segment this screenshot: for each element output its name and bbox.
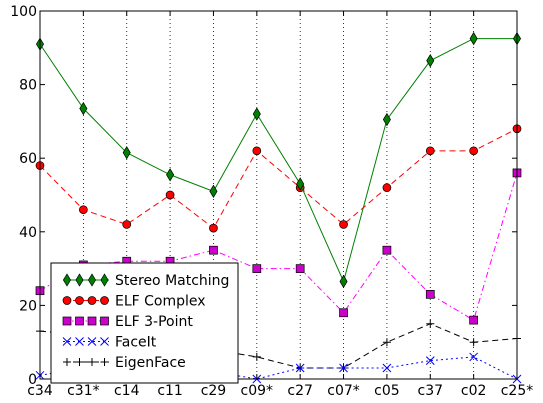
legend-swatch-marker bbox=[62, 273, 72, 287]
data-point bbox=[209, 223, 218, 233]
y-tick-label: 60 bbox=[19, 151, 37, 167]
legend-label: FaceIt bbox=[115, 335, 157, 351]
data-point bbox=[252, 264, 262, 273]
data-point bbox=[426, 53, 435, 68]
legend-swatch-marker bbox=[100, 358, 109, 366]
data-point bbox=[252, 107, 261, 121]
x-tick-label: c37 bbox=[418, 383, 444, 399]
data-point bbox=[425, 290, 435, 299]
legend-label: Stereo Matching bbox=[115, 273, 229, 289]
y-tick-label: 80 bbox=[19, 78, 37, 94]
y-tick-label: 0 bbox=[28, 372, 37, 388]
data-point bbox=[339, 220, 348, 229]
x-tick-label: c31* bbox=[67, 383, 100, 399]
data-point bbox=[382, 183, 392, 192]
legend-swatch-marker bbox=[63, 358, 71, 366]
legend-swatch-marker bbox=[100, 296, 109, 305]
x-tick-label: c25* bbox=[501, 383, 534, 399]
data-point bbox=[295, 264, 305, 273]
legend-swatch-marker bbox=[100, 273, 109, 287]
y-tick-label: 100 bbox=[10, 4, 37, 20]
data-point bbox=[382, 112, 391, 127]
x-tick-label: c14 bbox=[114, 383, 140, 399]
legend-label: ELF 3-Point bbox=[115, 314, 193, 330]
legend-swatch-marker bbox=[87, 316, 97, 326]
series-line bbox=[39, 128, 518, 229]
data-point bbox=[79, 205, 88, 215]
x-tick-label: c05 bbox=[374, 383, 400, 399]
legend-swatch-marker bbox=[87, 337, 97, 346]
legend-swatch-marker bbox=[87, 296, 97, 305]
data-point bbox=[425, 356, 435, 365]
data-point bbox=[339, 363, 348, 373]
legend-swatch-marker bbox=[75, 337, 84, 346]
data-point bbox=[469, 315, 478, 325]
data-point bbox=[469, 338, 478, 347]
plot-frame bbox=[39, 10, 518, 380]
data-point bbox=[209, 184, 218, 199]
data-point bbox=[469, 31, 478, 46]
data-point bbox=[122, 220, 132, 229]
data-point bbox=[166, 168, 175, 182]
x-tick-label: c34 bbox=[27, 383, 53, 399]
series-line bbox=[39, 172, 518, 321]
data-point bbox=[296, 177, 305, 191]
legend-swatch-marker bbox=[75, 273, 84, 287]
data-point bbox=[79, 101, 88, 116]
legend: Stereo Matching ELF Complex ELF 3-Point Fac… bbox=[50, 262, 239, 384]
y-tick-label: 40 bbox=[19, 225, 37, 241]
legend-swatch-marker bbox=[75, 296, 84, 305]
y-tick-label: 20 bbox=[19, 298, 37, 314]
legend-swatch-marker bbox=[88, 358, 96, 366]
data-point bbox=[339, 308, 348, 318]
x-tick-label: c09* bbox=[241, 383, 274, 399]
axis-ticks: c34 c31* c14 c11 c29 c09* c27 c07* c05 c37 c02 c25*… bbox=[10, 4, 533, 399]
data-point bbox=[252, 146, 262, 156]
legend-swatch-marker bbox=[62, 296, 72, 305]
data-point bbox=[469, 352, 478, 362]
legend-label: ELF Complex bbox=[115, 294, 206, 310]
data-point bbox=[122, 145, 131, 160]
legend-swatch-marker bbox=[100, 337, 109, 346]
data-point bbox=[165, 190, 175, 200]
x-tick-label: c11 bbox=[157, 383, 183, 399]
data-point bbox=[382, 245, 392, 255]
legend-swatch-marker bbox=[87, 273, 97, 287]
data-point bbox=[382, 338, 391, 347]
data-point bbox=[339, 274, 348, 289]
data-point bbox=[425, 146, 435, 156]
data-point bbox=[469, 146, 478, 156]
legend-swatch-marker bbox=[100, 316, 109, 326]
data-point bbox=[209, 245, 218, 255]
series-line bbox=[39, 38, 517, 283]
x-tick-label: c27 bbox=[287, 383, 313, 399]
legend-swatch-marker bbox=[75, 358, 84, 366]
data-point bbox=[295, 363, 305, 373]
x-tick-label: c02 bbox=[461, 383, 487, 399]
legend-swatch-marker bbox=[75, 316, 84, 326]
data-point bbox=[252, 352, 261, 361]
x-tick-label: c07* bbox=[327, 383, 360, 399]
legend-label: EigenFace bbox=[115, 355, 186, 371]
legend-swatch-marker bbox=[62, 316, 72, 326]
data-point bbox=[426, 319, 435, 328]
legend-swatch-marker bbox=[62, 337, 72, 346]
data-point bbox=[382, 363, 392, 373]
x-tick-label: c29 bbox=[201, 383, 227, 399]
